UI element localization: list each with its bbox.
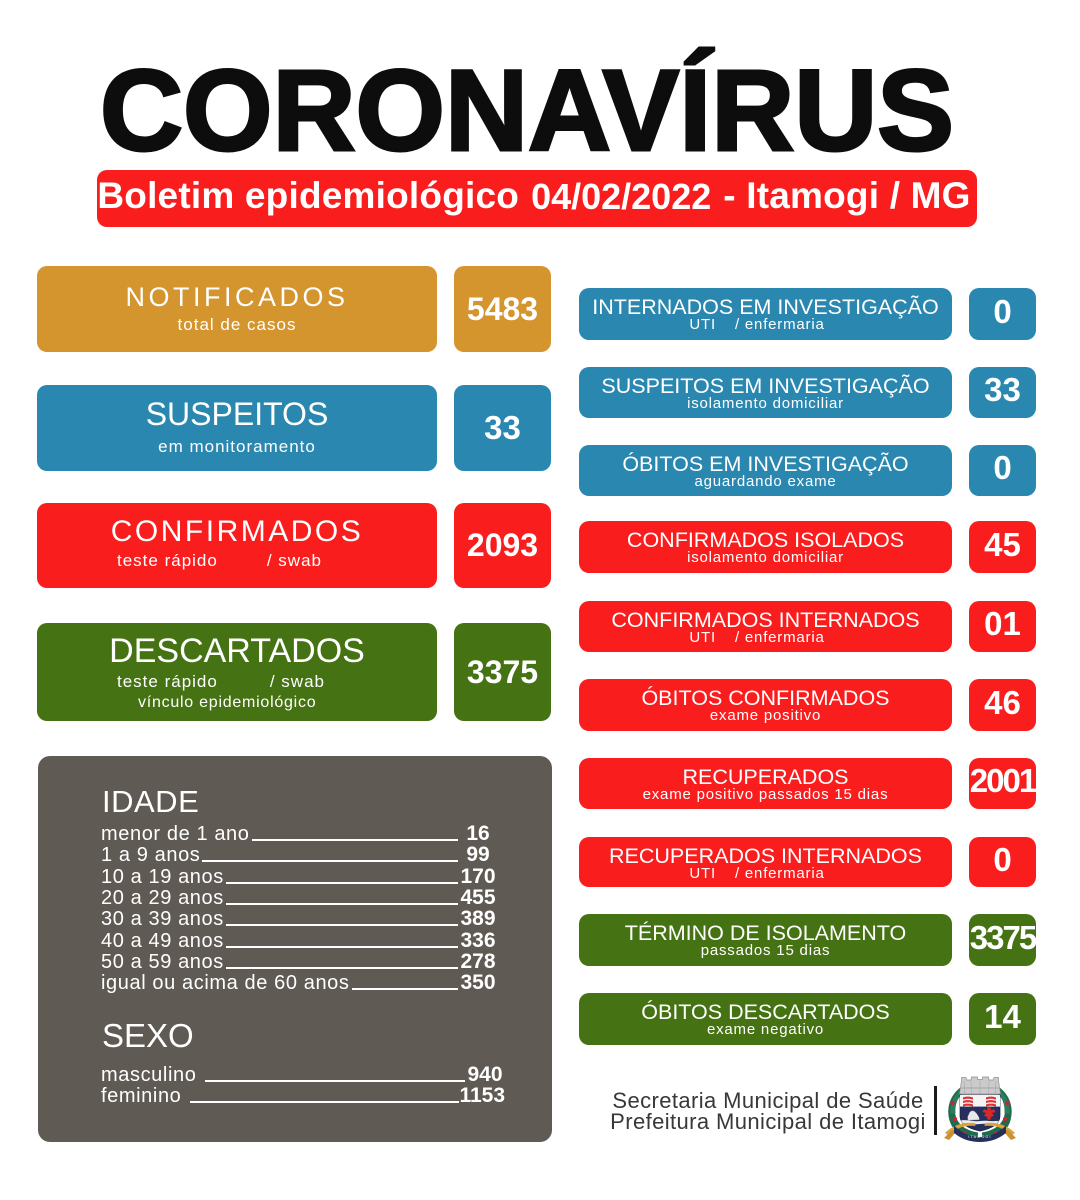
svg-text:ITAMOGI: ITAMOGI <box>968 1135 991 1139</box>
